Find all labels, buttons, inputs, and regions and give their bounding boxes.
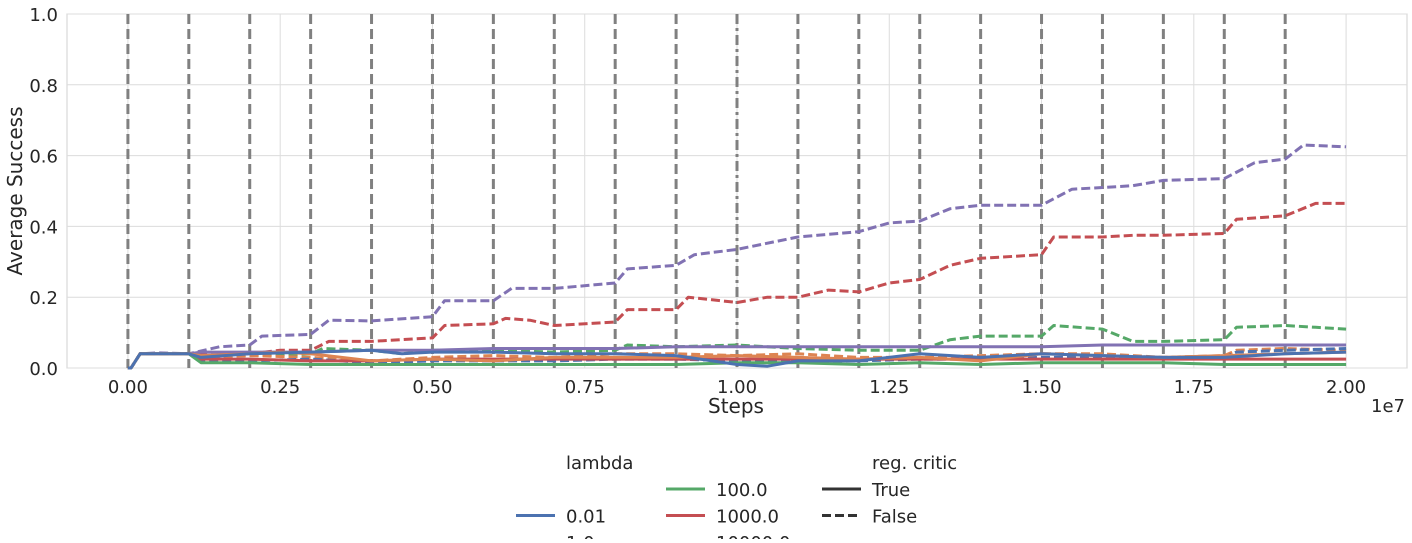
y-tick-label: 0.6: [29, 147, 58, 168]
x-tick-label: 0.00: [108, 377, 148, 398]
y-tick-label: 0.0: [29, 359, 58, 380]
series-line-lambda-100.0-critic-true: [127, 352, 1347, 370]
legend-label-lambda: 0.01: [566, 507, 606, 528]
series-line-lambda-10000.0-critic-false: [127, 143, 1347, 370]
x-tick-label: 2.00: [1326, 377, 1366, 398]
y-tick-label: 0.8: [29, 76, 58, 97]
series-line-lambda-10000.0-critic-true: [127, 343, 1347, 370]
legend-style-entries: True False: [822, 480, 917, 528]
legend-label-lambda: 10000.0: [716, 533, 790, 539]
x-multiplier-label: 1e7: [1371, 396, 1405, 417]
x-tick-label: 0.25: [260, 377, 300, 398]
tick-labels: 0.00 0.25 0.50 0.75 1.00 1.25 1.50 1.75 2.00 0.0 0…: [29, 5, 1366, 398]
x-tick-label: 0.50: [412, 377, 452, 398]
legend-label-lambda: 1.0: [566, 533, 595, 539]
legend-hue-entries: 0.01 1.0 100.0 1000.0 10000.0: [516, 480, 790, 543]
x-tick-label: 1.75: [1174, 377, 1214, 398]
y-tick-label: 0.4: [29, 217, 58, 238]
y-axis-label: Average Success: [3, 107, 27, 276]
y-tick-label: 0.2: [29, 288, 58, 309]
legend-label-lambda: 1000.0: [716, 507, 779, 528]
legend-label-lambda: 100.0: [716, 480, 768, 501]
legend: lambda 0.01 1.0 100.0 1000.0 10000.0 reg. cr…: [516, 453, 957, 543]
legend-style-title: reg. critic: [872, 453, 957, 474]
y-tick-label: 1.0: [29, 5, 58, 26]
x-axis-label: Steps: [708, 394, 764, 418]
series-line-lambda-1000.0-critic-false: [127, 201, 1347, 370]
x-tick-label: 0.75: [565, 377, 605, 398]
legend-hue-title: lambda: [566, 453, 633, 474]
series-line-lambda-0.01-critic-true: [127, 348, 1347, 370]
x-tick-label: 1.00: [717, 377, 757, 398]
legend-label-critic: True: [871, 480, 910, 501]
x-tick-label: 1.25: [869, 377, 909, 398]
legend-label-critic: False: [872, 507, 917, 528]
task-boundaries: [126, 14, 1287, 368]
x-tick-label: 1.50: [1022, 377, 1062, 398]
series-lines: [127, 143, 1347, 370]
